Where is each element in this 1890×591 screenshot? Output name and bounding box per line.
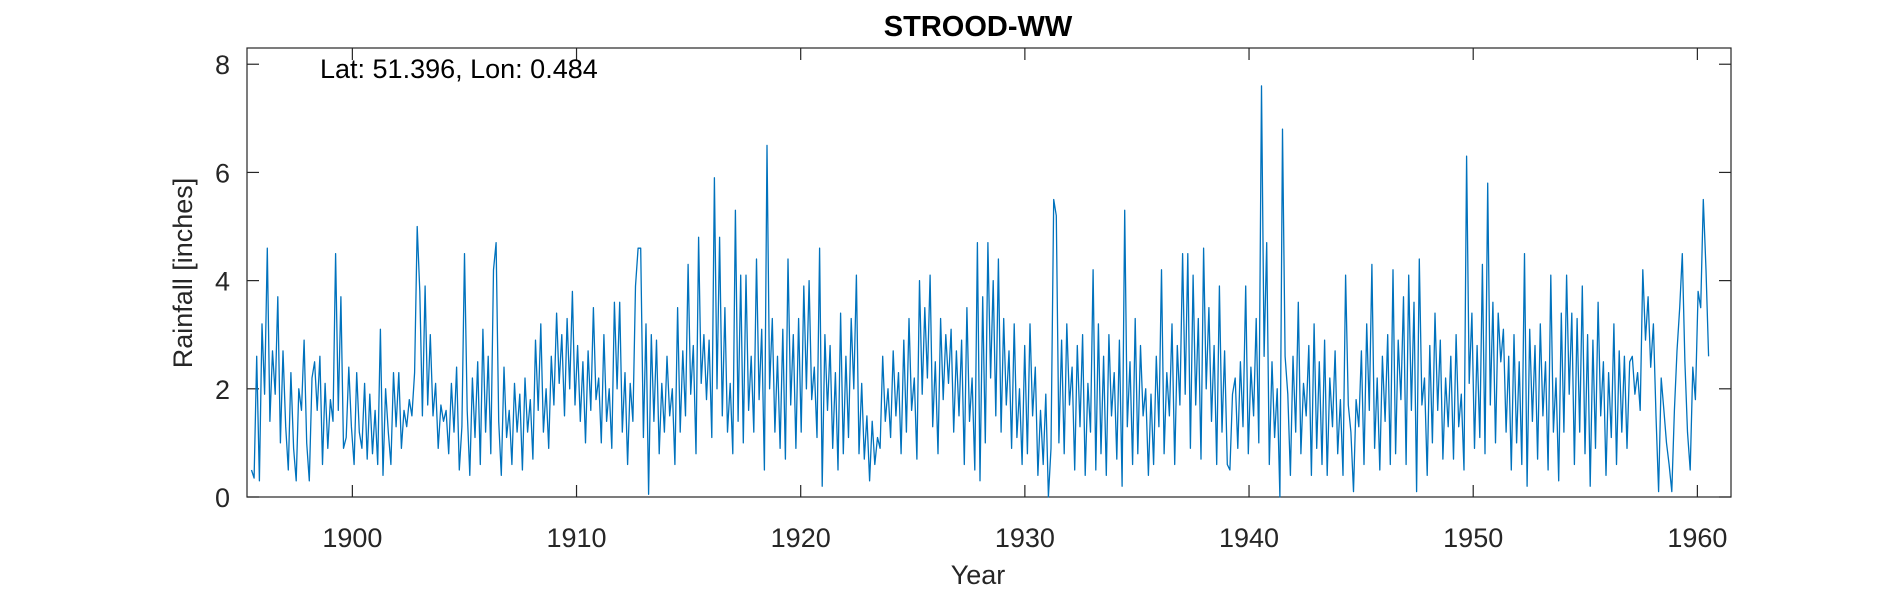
location-annotation: Lat: 51.396, Lon: 0.484 xyxy=(320,54,598,84)
x-tick-label: 1900 xyxy=(322,523,382,553)
x-axis-label: Year xyxy=(951,560,1006,590)
x-tick-label: 1930 xyxy=(995,523,1055,553)
x-tick-label: 1920 xyxy=(771,523,831,553)
axes: 1900 1910 1920 1930 1940 1950 1960 0 2 4 6 8 xyxy=(215,47,1732,553)
chart-title: STROOD-WW xyxy=(884,11,1073,43)
y-tick-label: 4 xyxy=(215,267,230,297)
rainfall-series-line xyxy=(250,85,1710,498)
x-tick-label: 1910 xyxy=(546,523,606,553)
y-tick-label: 6 xyxy=(215,158,230,188)
y-tick-label: 2 xyxy=(215,375,230,405)
x-tick-label: 1940 xyxy=(1219,523,1279,553)
plot-frame xyxy=(246,47,1732,498)
y-axis-label: Rainfall [inches] xyxy=(168,178,198,369)
x-tick-label: 1960 xyxy=(1667,523,1727,553)
x-tick-label: 1950 xyxy=(1443,523,1503,553)
y-tick-label: 0 xyxy=(215,483,230,513)
y-tick-label: 8 xyxy=(215,50,230,80)
